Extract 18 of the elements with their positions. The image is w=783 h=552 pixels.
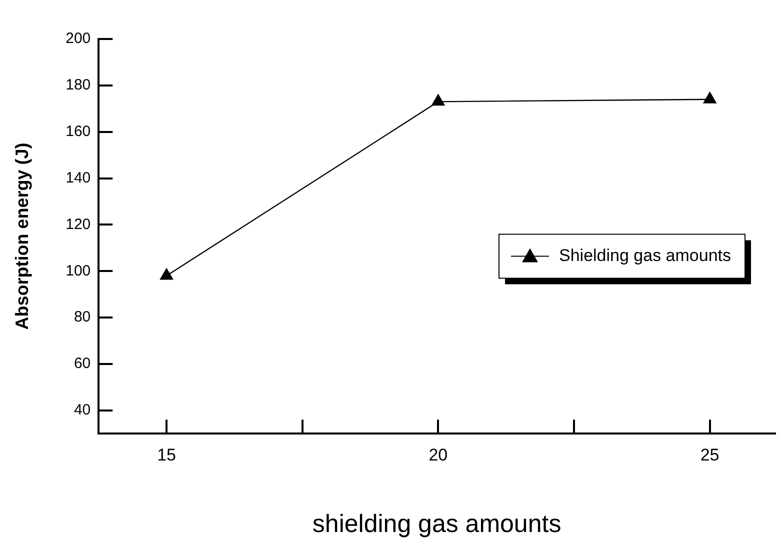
y-tick-label: 160	[66, 122, 91, 140]
x-tick-label: 25	[700, 445, 720, 464]
point	[431, 94, 446, 106]
y-tick-label: 40	[74, 402, 91, 419]
y-tick-label: 100	[66, 262, 91, 280]
y-tick-label: 200	[66, 30, 91, 48]
x-tick-label: 20	[428, 445, 448, 464]
legend-label: Shielding gas amounts	[559, 246, 732, 265]
y-tick-label: 120	[66, 216, 91, 233]
point	[160, 268, 174, 280]
y-tick-label: 180	[66, 76, 91, 94]
x-tick-label: 15	[157, 445, 176, 464]
x-axis-title: shielding gas amounts	[312, 510, 562, 538]
y-tick-label: 140	[66, 169, 91, 186]
y-tick-label: 60	[74, 355, 91, 372]
point	[702, 91, 717, 104]
y-tick-label: 80	[74, 308, 91, 326]
y-axis-title: Absorption energy (J)	[12, 142, 32, 330]
